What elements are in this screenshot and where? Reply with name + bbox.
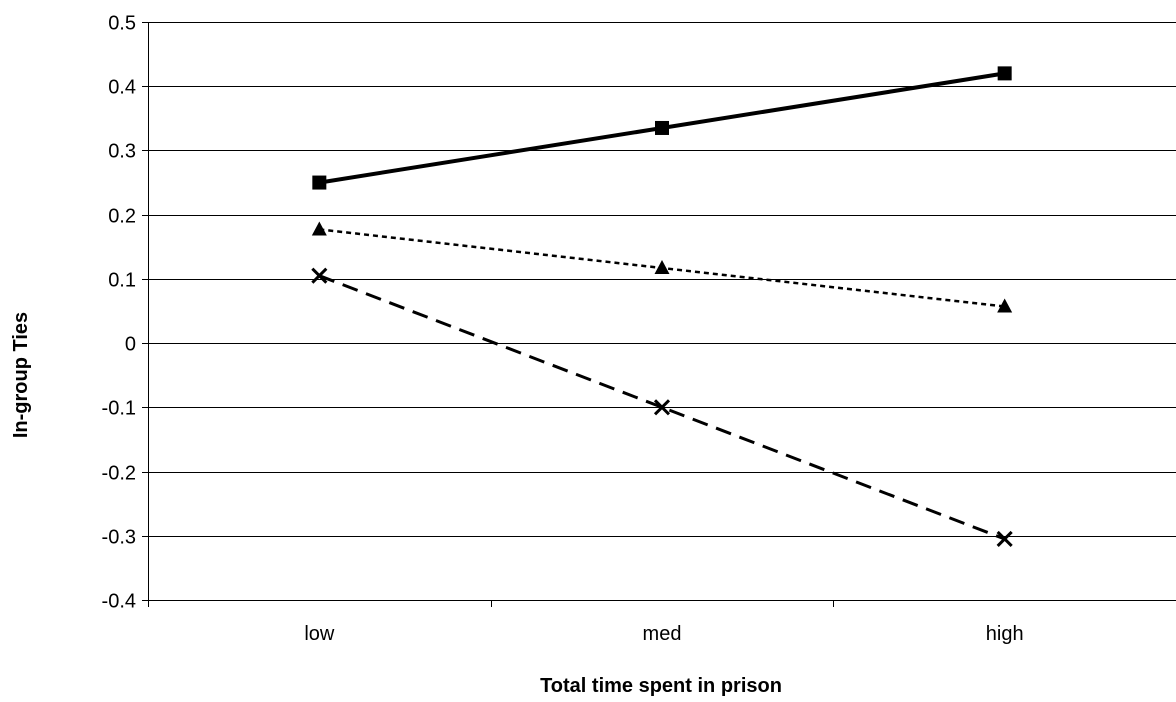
series-2-point	[997, 298, 1013, 313]
y-tick-label: -0.4	[102, 591, 136, 613]
y-tick-label: -0.2	[102, 463, 136, 485]
x-axis-title: Total time spent in prison	[540, 675, 782, 697]
series-2-point	[654, 259, 670, 274]
y-tick-label: -0.3	[102, 527, 136, 549]
series-1-point	[312, 175, 327, 190]
series-lines	[318, 71, 1006, 541]
series-1-point	[655, 120, 669, 135]
x-tick-label: low	[304, 623, 335, 645]
y-axis-title: In-group Ties	[10, 312, 32, 438]
y-tick-label: 0.4	[108, 77, 136, 99]
y-tick-label: -0.1	[102, 398, 136, 420]
x-tick-label: high	[986, 623, 1024, 645]
series-1-point	[997, 66, 1012, 81]
gridlines	[148, 22, 1176, 537]
series-markers	[311, 66, 1013, 548]
series-3-point	[653, 399, 671, 416]
series-2-point	[311, 221, 327, 236]
y-tick-label: 0.2	[108, 206, 136, 228]
x-tick-label: med	[643, 623, 682, 645]
y-tick-label: 0.3	[108, 141, 136, 163]
axes	[142, 22, 1176, 607]
y-tick-label: 0.1	[108, 270, 136, 292]
tick-labels: -0.4 -0.3 -0.2 -0.1 0 0.1 0.2 0.3 0.4 0.5 low med hi…	[102, 13, 1024, 646]
series-3-line	[318, 274, 1006, 541]
y-tick-label: 0.5	[108, 13, 136, 35]
series-3-point	[996, 530, 1013, 548]
series-3-point	[311, 267, 328, 284]
y-tick-label: 0	[125, 334, 136, 356]
